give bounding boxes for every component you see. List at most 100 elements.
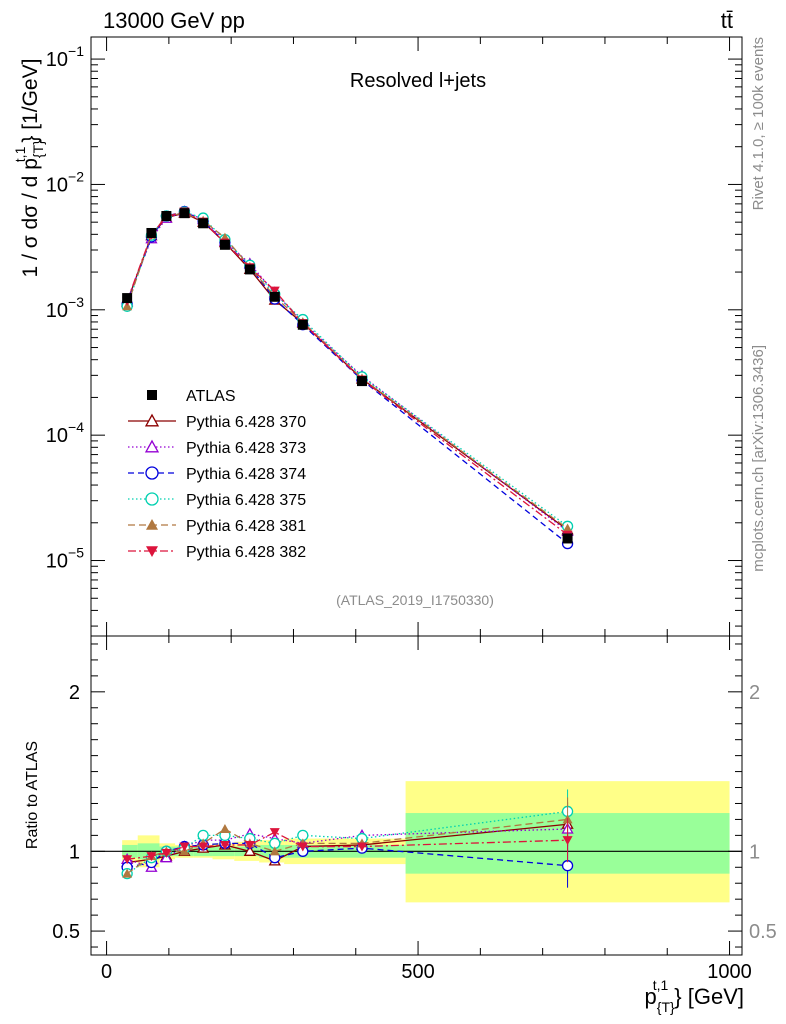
legend-label: ATLAS: [186, 388, 236, 405]
marker-circle: [561, 860, 574, 872]
x-label-sup: t,1: [653, 977, 669, 993]
marker-square: [244, 264, 255, 275]
marker-square: [356, 376, 367, 387]
legend-label: Pythia 6.428 375: [186, 492, 306, 509]
legend-label: Pythia 6.428 370: [186, 414, 306, 431]
marker-triangle-filled: [146, 519, 158, 530]
marker-triangle-down: [297, 842, 308, 852]
series-line: [126, 210, 568, 532]
marker-square: [269, 291, 280, 302]
side-label-bottom: mcplots.cern.ch [arXiv:1306.3436]: [750, 345, 767, 572]
y-tick-exponent: −2: [68, 168, 84, 184]
y-axis-label-main: 1 / σ dσ / d p{T}t,1} [1/GeV]: [12, 59, 46, 278]
marker-triangle-filled: [122, 868, 133, 878]
chart-title: Resolved l+jets: [350, 70, 486, 92]
marker-square: [179, 208, 190, 219]
marker-square: [198, 218, 209, 229]
marker-square: [562, 533, 573, 544]
series-atlas-data: [122, 208, 573, 544]
y-tick-base: 10: [46, 174, 68, 196]
marker-triangle-down: [179, 842, 190, 852]
marker-triangle-filled: [269, 846, 280, 856]
marker-triangle-down: [198, 842, 209, 852]
ratio-y-tick-label-right: 1: [749, 841, 760, 863]
marker-triangle-down: [269, 286, 280, 296]
legend-entry: Pythia 6.428 374: [128, 466, 306, 483]
y-tick-label: 10−3: [46, 294, 84, 322]
series-pythia-6-428-370: [121, 206, 574, 868]
analysis-label: (ATLAS_2019_I1750330): [336, 592, 494, 608]
legend-label: Pythia 6.428 374: [186, 466, 306, 483]
legend-entry: Pythia 6.428 370: [128, 413, 306, 431]
legend-entry: Pythia 6.428 373: [128, 439, 306, 457]
marker-triangle-down: [146, 546, 158, 557]
series-pythia-6-428-373: [121, 205, 574, 872]
marker-triangle: [144, 413, 160, 427]
header-left: 13000 GeV pp: [103, 8, 245, 33]
series-pythia-6-428-382: [122, 207, 573, 865]
y-tick-exponent: −1: [68, 43, 84, 59]
y-tick-label: 10−5: [46, 545, 84, 573]
y-tick-base: 10: [46, 425, 68, 447]
marker-triangle-down: [146, 852, 157, 862]
marker-triangle-filled: [562, 523, 573, 533]
y-label-sub: {T}: [30, 140, 46, 158]
series-line: [126, 210, 568, 536]
ratio-frame: [90, 635, 743, 956]
marker-square: [146, 227, 157, 238]
y-tick-label: 10−1: [46, 43, 84, 71]
marker-triangle: [243, 844, 256, 856]
legend-entry: ATLAS: [147, 388, 236, 405]
y-axis-label-ratio: Ratio to ATLAS: [24, 741, 41, 849]
marker-triangle-down: [562, 836, 573, 846]
legend-label: Pythia 6.428 373: [186, 440, 306, 457]
x-tick-label: 500: [401, 961, 434, 983]
ratio-y-tick-label-right: 0.5: [749, 921, 777, 943]
marker-triangle: [144, 439, 160, 453]
marker-square: [147, 390, 157, 400]
side-label-top: Rivet 4.1.0, ≥ 100k events: [750, 37, 767, 210]
y-tick-base: 10: [46, 300, 68, 322]
ratio-uncertainty-bands: [91, 781, 742, 903]
x-label-unit: } [GeV]: [674, 984, 744, 1009]
legend: ATLAS Pythia 6.428 370 Pythia 6.428 373 Pyt…: [128, 388, 306, 561]
ratio-y-tick-label-right: 2: [749, 682, 760, 704]
series-pythia-6-428-381: [122, 208, 573, 878]
legend-entry: Pythia 6.428 381: [128, 518, 306, 535]
y-tick-label: 10−2: [46, 168, 84, 196]
x-label-p: p: [645, 984, 657, 1009]
y-tick-exponent: −5: [68, 545, 84, 561]
series-pythia-6-428-375: [121, 206, 574, 880]
marker-square: [122, 293, 133, 304]
x-tick-label: 0: [101, 961, 112, 983]
marker-circle: [145, 492, 159, 506]
legend-entry: Pythia 6.428 382: [128, 544, 306, 561]
x-axis-label: p{T} t,1 } [GeV]: [645, 977, 744, 1015]
marker-square: [219, 239, 230, 250]
x-label-sub: {T}: [657, 999, 675, 1015]
marker-triangle-down: [161, 848, 172, 858]
legend-label: Pythia 6.428 381: [186, 518, 306, 535]
marker-triangle-down: [122, 855, 133, 865]
legend-label: Pythia 6.428 382: [186, 544, 306, 561]
marker-square: [161, 211, 172, 222]
series-layer: [121, 205, 574, 888]
y-tick-exponent: −4: [68, 419, 84, 435]
marker-triangle-down: [269, 828, 280, 838]
ratio-y-tick-label: 0.5: [52, 921, 80, 943]
header-right: tt̄: [721, 8, 733, 33]
marker-circle: [145, 466, 159, 480]
y-label-unit: } [1/GeV]: [19, 59, 42, 143]
marker-triangle-down: [219, 840, 230, 850]
y-tick-exponent: −3: [68, 294, 84, 310]
legend-entry: Pythia 6.428 375: [128, 492, 306, 509]
ratio-y-tick-label: 2: [69, 682, 80, 704]
y-label-sup: t,1: [12, 146, 28, 162]
marker-square: [297, 319, 308, 330]
y-tick-label: 10−4: [46, 419, 84, 447]
y-tick-base: 10: [46, 49, 68, 71]
x-tick-label: 1000: [707, 961, 752, 983]
marker-triangle-filled: [219, 823, 230, 833]
